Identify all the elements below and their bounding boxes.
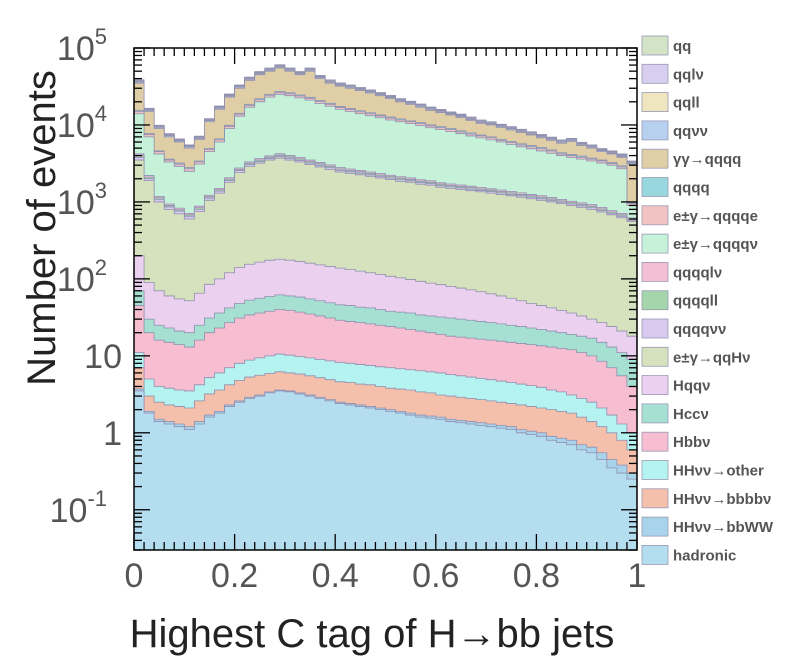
legend-label: Hccν xyxy=(673,406,709,423)
y-tick-label-base: 10 xyxy=(84,338,122,376)
legend-entry: e±γ→qqHν xyxy=(641,346,750,367)
legend-label: qqlν xyxy=(673,66,704,83)
legend-entry: qqll xyxy=(641,92,700,112)
legend-entry: Hqqν xyxy=(641,375,711,396)
legend-entry: qqlν xyxy=(641,63,704,84)
y-tick-label-base: 10 xyxy=(57,30,95,68)
x-tick-label: 1 xyxy=(628,557,647,595)
legend-swatch xyxy=(641,403,669,424)
legend-swatch xyxy=(641,375,669,396)
legend-label: qqqqll xyxy=(673,293,718,310)
y-tick-label-base: 10 xyxy=(57,184,95,222)
y-tick-label-exponent: 5 xyxy=(95,24,107,49)
legend-swatch xyxy=(641,290,669,311)
legend-entry: qqqqlν xyxy=(641,261,722,282)
x-tick-label: 0 xyxy=(125,557,144,595)
legend-swatch xyxy=(641,261,669,282)
legend-entry: HHνν→bbbbν xyxy=(641,488,771,509)
legend-entry: Hccν xyxy=(641,403,709,424)
y-tick-label-exponent: 4 xyxy=(95,101,107,126)
legend-label: qq xyxy=(673,38,691,55)
legend-label: e±γ→qqHν xyxy=(673,349,750,366)
legend-swatch xyxy=(641,233,669,254)
x-tick-label: 0.6 xyxy=(412,557,459,595)
y-tick-label: 1 xyxy=(103,415,122,453)
legend-swatch xyxy=(641,63,669,84)
legend-entry: qqqq xyxy=(641,177,710,197)
legend-swatch xyxy=(641,35,669,56)
axis-ticks xyxy=(133,47,638,551)
legend-swatch xyxy=(641,545,669,565)
y-tick-label: 10-1 xyxy=(50,486,107,530)
y-tick-label-base: 10 xyxy=(57,107,95,145)
legend-entry: e±γ→qqqqe xyxy=(641,205,758,226)
legend-entry: hadronic xyxy=(641,545,736,565)
legend-swatch xyxy=(641,460,669,480)
stacked-areas xyxy=(133,64,638,551)
legend-swatch xyxy=(641,488,669,509)
y-tick-label-exponent: 3 xyxy=(95,178,107,203)
legend-swatch xyxy=(641,516,669,537)
legend-label: qqνν xyxy=(673,123,708,140)
legend-swatch xyxy=(641,120,669,141)
y-tick-label: 102 xyxy=(57,255,107,299)
y-tick-label: 10 xyxy=(84,338,122,376)
legend-entry: qqνν xyxy=(641,120,708,141)
legend-label: HHνν→other xyxy=(673,463,764,480)
legend-entry: Hbbν xyxy=(641,431,711,452)
legend-label: qqll xyxy=(673,95,700,112)
legend-swatch xyxy=(641,92,669,112)
y-tick-label: 105 xyxy=(57,24,107,68)
x-tick-label: 0.2 xyxy=(211,557,258,595)
y-tick-label-exponent: -1 xyxy=(87,486,107,511)
legend-label: e±γ→qqqqe xyxy=(673,208,758,225)
y-tick-label-base: 10 xyxy=(57,261,95,299)
legend-entry: qqqqνν xyxy=(641,318,726,339)
y-tick-label-base: 10 xyxy=(50,492,88,530)
legend-label: qqqq xyxy=(673,180,710,197)
legend-entry: HHνν→bbWW xyxy=(641,516,774,537)
legend-entry: qqqqll xyxy=(641,290,718,311)
y-tick-label: 103 xyxy=(57,178,107,222)
legend-label: HHνν→bbbbν xyxy=(673,491,771,508)
x-tick-label: 0.4 xyxy=(312,557,359,595)
legend-label: qqqqνν xyxy=(673,321,726,338)
legend-label: Hbbν xyxy=(673,434,711,451)
legend-entry: qq xyxy=(641,35,691,56)
y-axis-title: Number of events xyxy=(20,70,64,386)
legend-swatch xyxy=(641,177,669,197)
x-tick-labels: 0 0.2 0.4 0.6 0.8 1 xyxy=(125,557,647,595)
legend-swatch xyxy=(641,205,669,226)
legend-swatch xyxy=(641,148,669,169)
legend-label: qqqqlν xyxy=(673,264,722,281)
legend-entry: γγ→qqqq xyxy=(641,148,741,169)
legend-swatch xyxy=(641,431,669,452)
y-tick-label-exponent: 2 xyxy=(95,255,107,280)
x-tick-label: 0.8 xyxy=(513,557,560,595)
legend-label: γγ→qqqq xyxy=(673,151,741,168)
legend-label: e±γ→qqqqν xyxy=(673,236,758,253)
legend-label: Hqqν xyxy=(673,378,711,395)
legend-swatch xyxy=(641,318,669,339)
y-tick-label: 104 xyxy=(57,101,107,145)
y-tick-label-base: 1 xyxy=(103,415,122,453)
legend-entry: HHνν→other xyxy=(641,460,764,480)
legend-swatch xyxy=(641,346,669,367)
area-hadronic xyxy=(133,390,638,551)
legend-entry: e±γ→qqqqν xyxy=(641,233,758,254)
legend-label: hadronic xyxy=(673,547,736,564)
x-axis-title: Highest C tag of H→bb jets xyxy=(130,612,615,656)
legend-label: HHνν→bbWW xyxy=(673,519,774,536)
legend: qqqqlνqqllqqννγγ→qqqqqqqqe±γ→qqqqee±γ→qq… xyxy=(641,35,774,565)
